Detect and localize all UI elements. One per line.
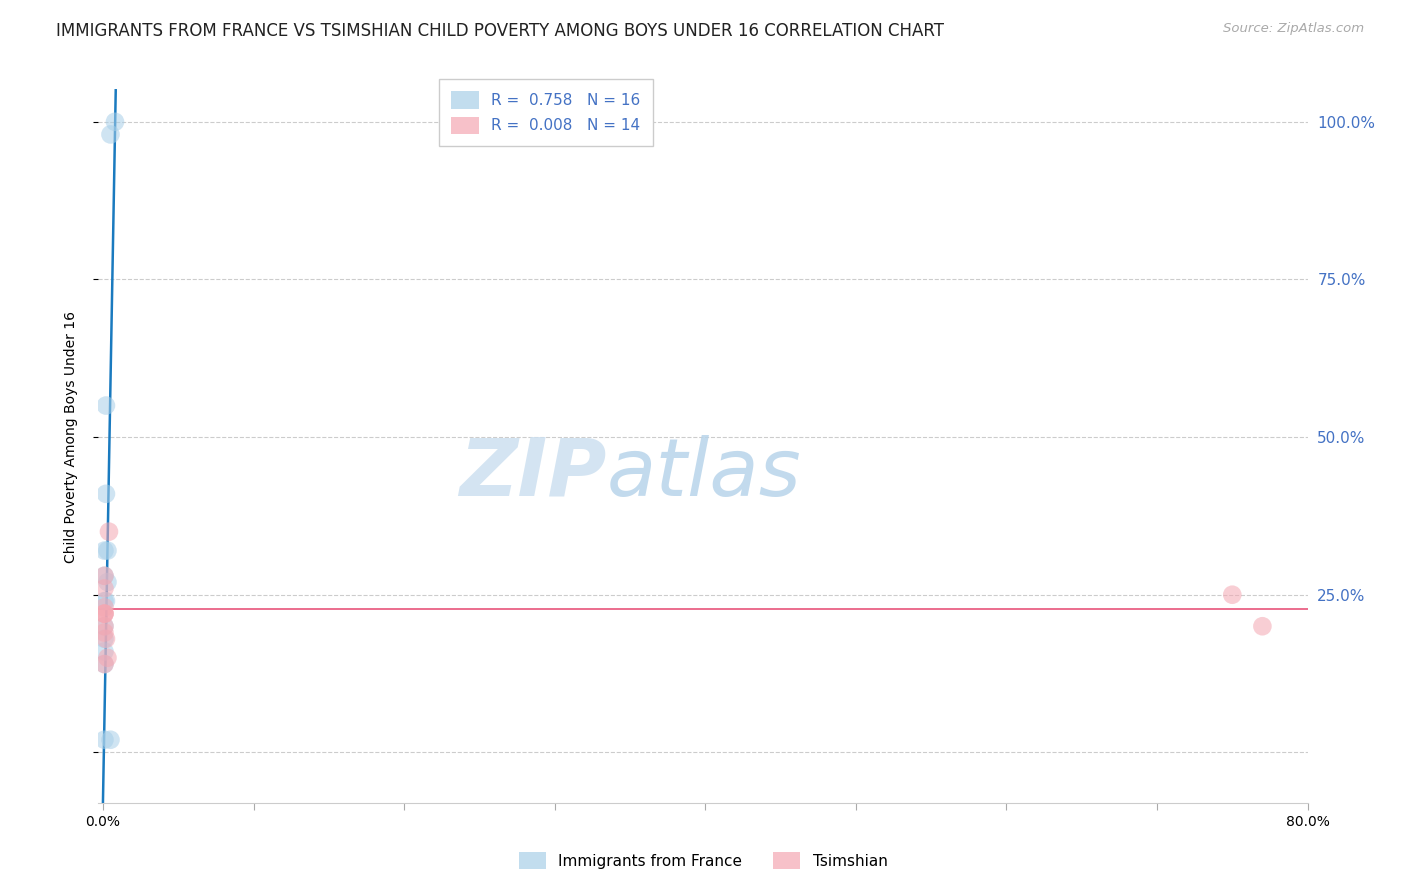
Point (1251, 619, 1274, 633)
Text: Source: ZipAtlas.com: Source: ZipAtlas.com (1223, 22, 1364, 36)
Point (93, 607, 115, 621)
Point (93, 657, 115, 671)
Point (1220, 588, 1243, 602)
Legend: Immigrants from France, Tsimshian: Immigrants from France, Tsimshian (512, 846, 894, 875)
Text: atlas: atlas (606, 434, 801, 513)
Point (104, 115, 127, 129)
Point (94, 399, 117, 413)
Point (93, 569, 115, 583)
Point (93, 632, 115, 646)
Point (100, 732, 122, 747)
Point (94, 487, 117, 501)
Point (93, 607, 115, 621)
Point (93, 594, 115, 608)
Text: ZIP: ZIP (458, 434, 606, 513)
Point (93, 607, 115, 621)
Point (93, 543, 115, 558)
Legend: R =  0.758   N = 16, R =  0.008   N = 14: R = 0.758 N = 16, R = 0.008 N = 14 (439, 79, 652, 146)
Point (93, 732, 115, 747)
Y-axis label: Child Poverty Among Boys Under 16: Child Poverty Among Boys Under 16 (63, 311, 77, 563)
Point (93, 619, 115, 633)
Point (96, 543, 118, 558)
Point (93, 657, 115, 671)
Point (93, 619, 115, 633)
Point (94, 594, 117, 608)
Point (94, 632, 117, 646)
Point (93, 569, 115, 583)
Point (100, 128, 122, 142)
Point (96, 575, 118, 590)
Point (93, 644, 115, 658)
Text: IMMIGRANTS FROM FRANCE VS TSIMSHIAN CHILD POVERTY AMONG BOYS UNDER 16 CORRELATIO: IMMIGRANTS FROM FRANCE VS TSIMSHIAN CHIL… (56, 22, 945, 40)
Point (96, 650, 118, 665)
Point (93, 625, 115, 640)
Point (93, 582, 115, 596)
Point (93, 600, 115, 615)
Point (97, 524, 120, 539)
